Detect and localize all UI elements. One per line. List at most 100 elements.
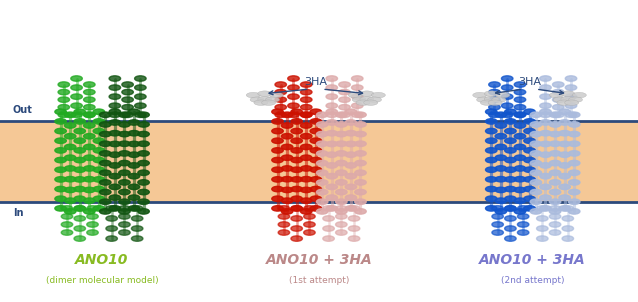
Circle shape <box>64 133 76 139</box>
Circle shape <box>505 148 516 153</box>
Circle shape <box>549 122 561 127</box>
Circle shape <box>339 89 350 95</box>
Bar <box>0 121 638 202</box>
Circle shape <box>355 160 366 166</box>
Ellipse shape <box>348 92 362 98</box>
Circle shape <box>281 112 293 117</box>
Circle shape <box>492 230 503 235</box>
Circle shape <box>100 151 111 156</box>
Circle shape <box>291 236 302 241</box>
Text: ANO10: ANO10 <box>75 253 129 267</box>
Circle shape <box>109 120 121 125</box>
Circle shape <box>323 216 334 221</box>
Circle shape <box>355 122 366 127</box>
Circle shape <box>495 133 507 139</box>
Circle shape <box>288 85 299 90</box>
Circle shape <box>71 85 82 90</box>
Circle shape <box>119 189 130 195</box>
Circle shape <box>272 196 283 201</box>
Circle shape <box>514 198 526 203</box>
Circle shape <box>109 152 121 157</box>
Circle shape <box>486 138 497 143</box>
Circle shape <box>524 148 535 153</box>
Circle shape <box>489 97 500 102</box>
Circle shape <box>345 109 357 114</box>
Circle shape <box>61 222 73 227</box>
Circle shape <box>355 199 366 204</box>
Circle shape <box>549 222 561 227</box>
Circle shape <box>106 226 117 231</box>
Circle shape <box>100 131 111 137</box>
Circle shape <box>288 94 299 99</box>
Circle shape <box>559 173 570 179</box>
Circle shape <box>55 128 66 134</box>
Circle shape <box>524 177 535 182</box>
Circle shape <box>109 163 121 168</box>
Circle shape <box>316 160 328 166</box>
Circle shape <box>119 214 130 219</box>
Circle shape <box>565 103 577 108</box>
Circle shape <box>272 206 283 211</box>
Circle shape <box>109 130 121 136</box>
Circle shape <box>291 109 302 114</box>
Circle shape <box>74 148 85 153</box>
Circle shape <box>106 216 117 221</box>
Circle shape <box>135 94 146 99</box>
Circle shape <box>345 184 357 190</box>
Circle shape <box>74 128 85 134</box>
Circle shape <box>549 131 561 137</box>
Circle shape <box>486 167 497 172</box>
Circle shape <box>549 170 561 175</box>
Circle shape <box>74 206 85 211</box>
Circle shape <box>93 206 105 211</box>
Circle shape <box>84 112 95 117</box>
Circle shape <box>122 82 133 87</box>
Circle shape <box>119 170 130 175</box>
Circle shape <box>505 138 516 143</box>
Circle shape <box>119 122 130 127</box>
Circle shape <box>291 167 302 172</box>
Circle shape <box>138 131 149 137</box>
Circle shape <box>339 97 350 102</box>
Ellipse shape <box>364 100 378 105</box>
Circle shape <box>316 141 328 146</box>
Ellipse shape <box>352 97 366 102</box>
Circle shape <box>514 82 526 87</box>
Circle shape <box>562 206 574 211</box>
Circle shape <box>514 155 526 160</box>
Circle shape <box>109 76 121 81</box>
Circle shape <box>540 109 551 114</box>
Circle shape <box>345 120 357 125</box>
Circle shape <box>58 89 70 95</box>
Circle shape <box>345 206 357 211</box>
Circle shape <box>348 236 360 241</box>
Circle shape <box>486 119 497 124</box>
Circle shape <box>291 157 302 163</box>
Circle shape <box>345 163 357 168</box>
Circle shape <box>530 160 542 166</box>
Circle shape <box>336 180 347 185</box>
Circle shape <box>540 163 551 168</box>
Circle shape <box>486 157 497 163</box>
Circle shape <box>304 222 315 227</box>
Circle shape <box>495 166 507 171</box>
Circle shape <box>300 123 312 128</box>
Circle shape <box>540 184 551 190</box>
Circle shape <box>100 209 111 214</box>
Text: Out: Out <box>13 105 33 115</box>
Circle shape <box>316 189 328 195</box>
Circle shape <box>272 138 283 143</box>
Circle shape <box>348 216 360 221</box>
Circle shape <box>106 206 117 211</box>
Circle shape <box>559 184 570 190</box>
Circle shape <box>300 198 312 203</box>
Circle shape <box>119 160 130 166</box>
Circle shape <box>316 199 328 204</box>
Circle shape <box>300 176 312 182</box>
Circle shape <box>300 89 312 95</box>
Circle shape <box>326 109 338 114</box>
Circle shape <box>71 112 82 117</box>
Circle shape <box>355 180 366 185</box>
Circle shape <box>323 226 334 231</box>
Circle shape <box>549 180 561 185</box>
